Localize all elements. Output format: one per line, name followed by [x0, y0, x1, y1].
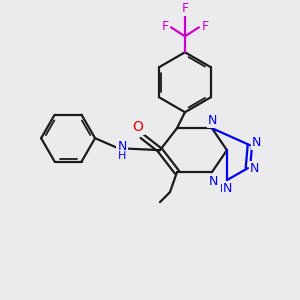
Text: N: N [252, 136, 262, 149]
Text: N: N [250, 162, 260, 175]
Text: F: F [161, 20, 169, 33]
Text: F: F [182, 2, 188, 15]
Text: N: N [209, 175, 219, 188]
Text: N: N [117, 140, 127, 153]
Text: H: H [118, 151, 126, 161]
Text: H: H [220, 184, 228, 194]
Text: N: N [223, 182, 232, 195]
Text: O: O [133, 120, 143, 134]
Text: N: N [208, 114, 218, 127]
Text: F: F [201, 20, 208, 33]
